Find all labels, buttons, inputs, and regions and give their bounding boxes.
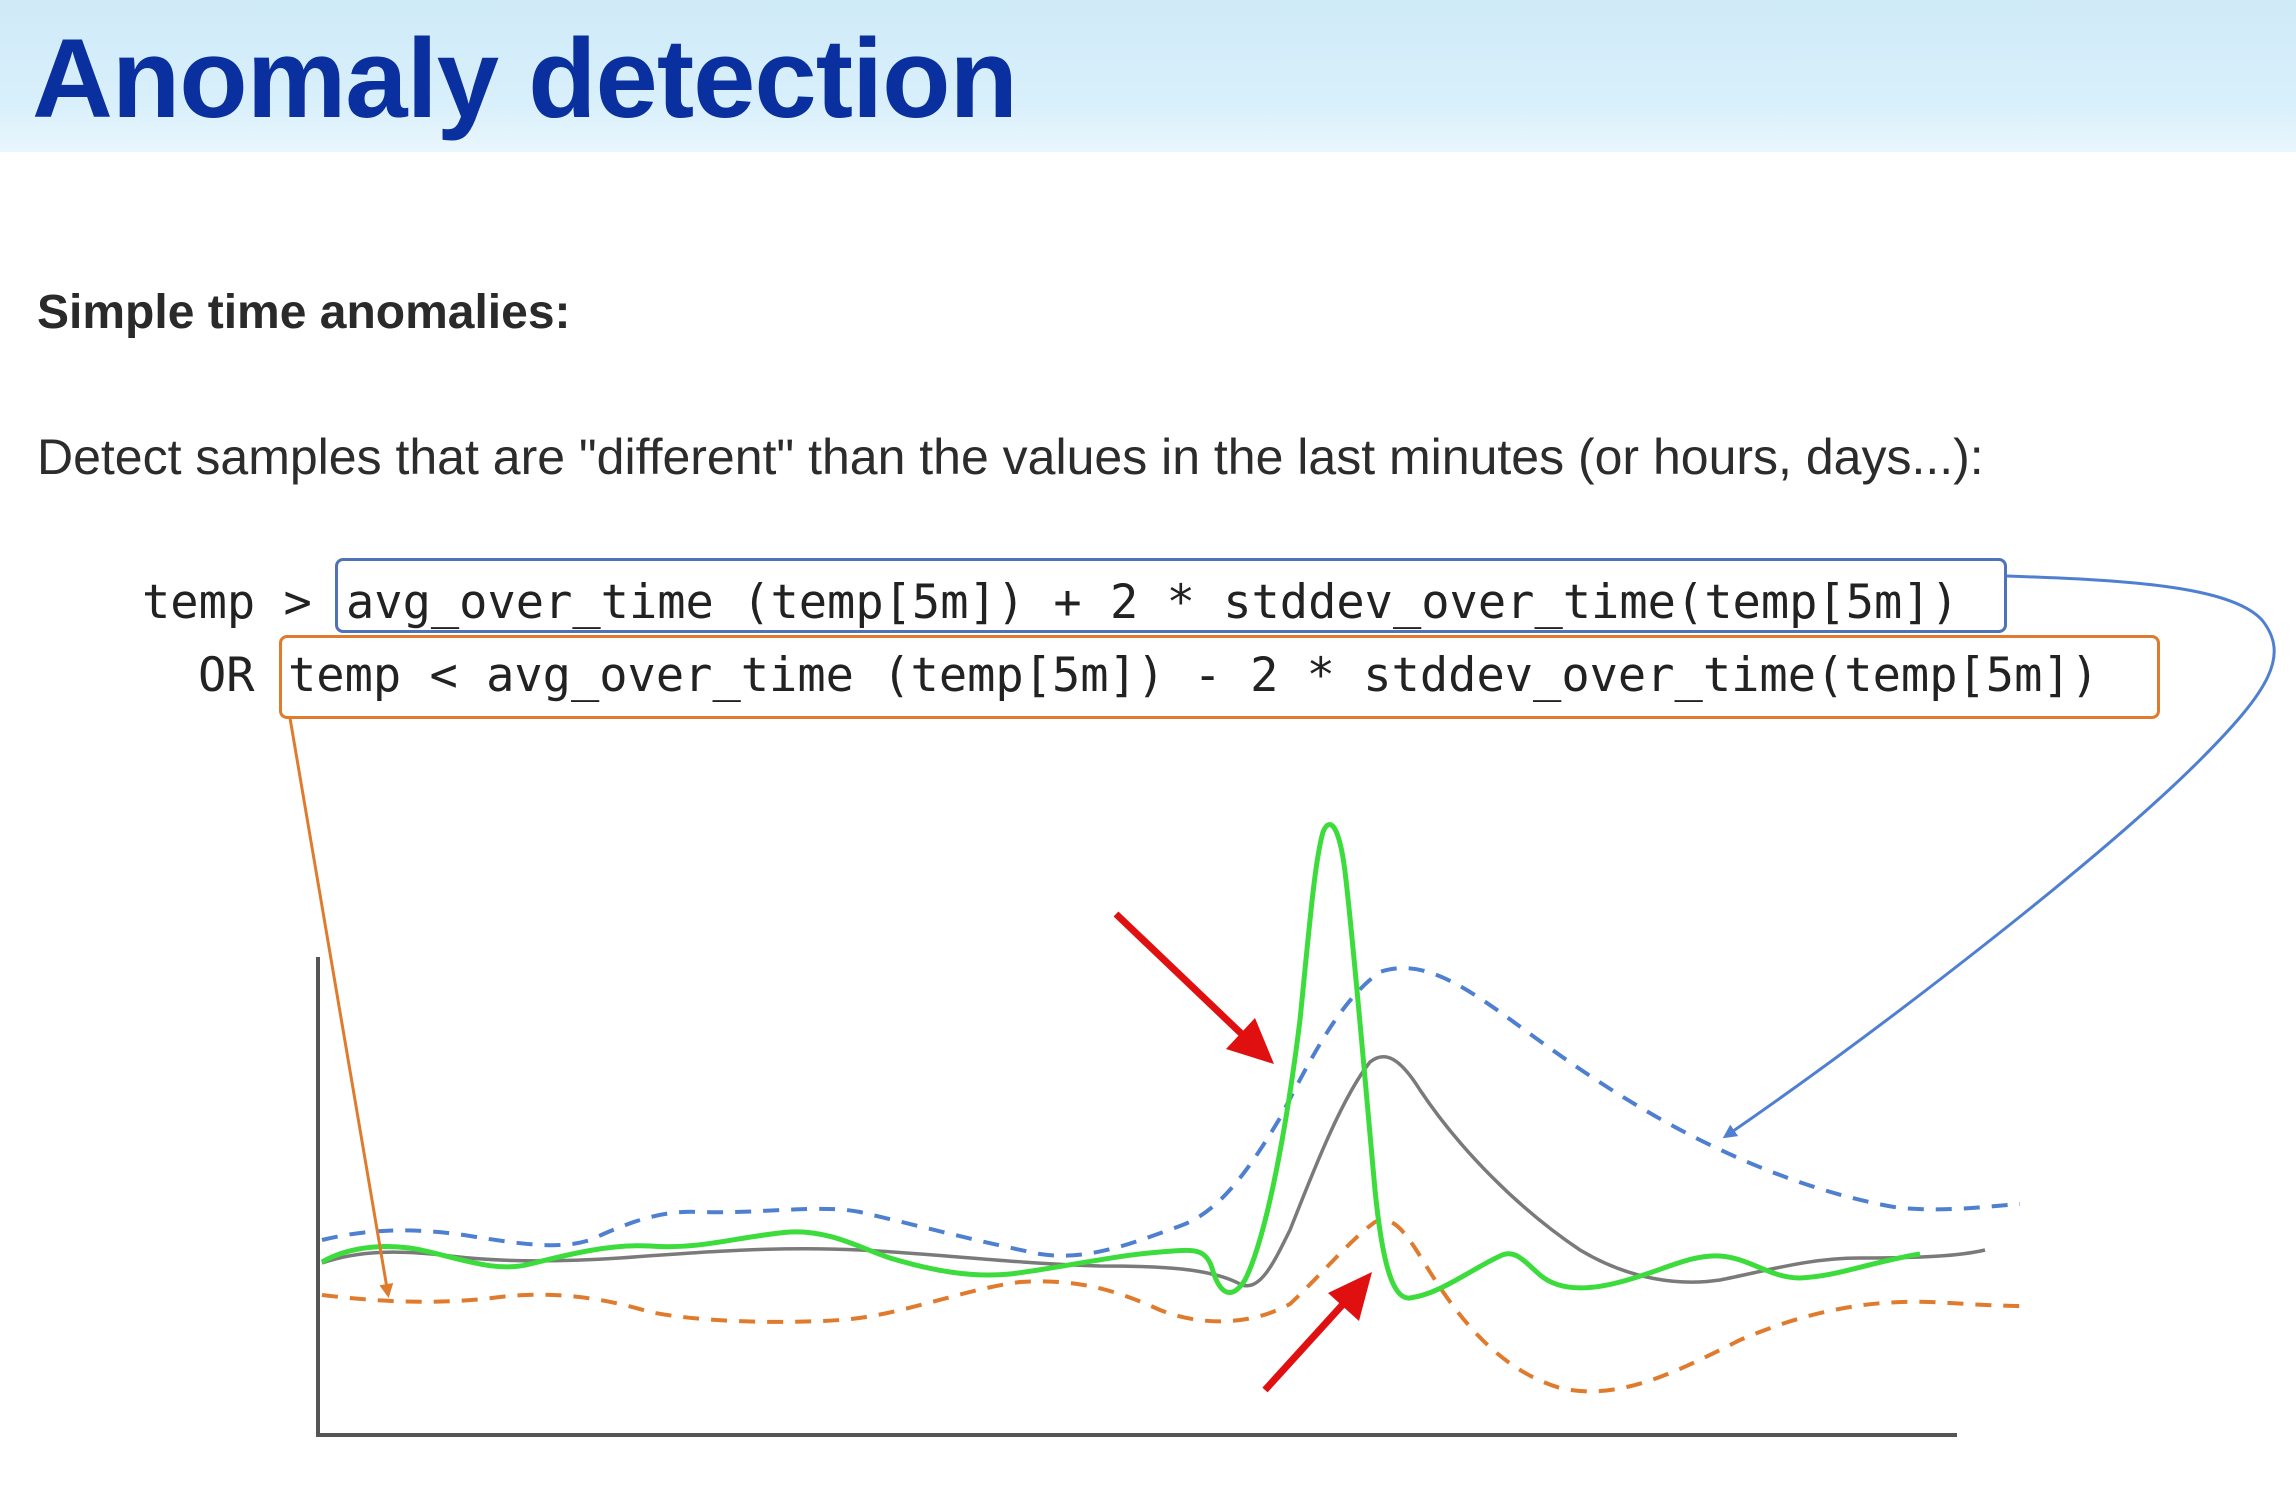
query-line2-expression: temp < avg_over_time (temp[5m]) - 2 * st… xyxy=(288,648,2099,703)
anomaly-arrow-lower xyxy=(1262,1272,1372,1393)
lower-bound-expression-box xyxy=(279,635,2160,719)
query-line1-prefix: temp > xyxy=(142,575,312,630)
query-line1-expression: avg_over_time (temp[5m]) + 2 * stddev_ov… xyxy=(346,575,1959,630)
upper-bound-expression-box xyxy=(335,558,2007,633)
query-line2-prefix: OR xyxy=(198,648,255,703)
signal-series xyxy=(320,821,1921,1301)
lower-bound-connector xyxy=(288,717,394,1298)
page-title: Anomaly detection xyxy=(32,16,1018,141)
description-text: Detect samples that are "different" than… xyxy=(37,429,1984,485)
section-heading: Simple time anomalies: xyxy=(37,286,571,339)
anomaly-arrow-upper xyxy=(1113,911,1274,1064)
upper-bound-series xyxy=(321,966,2021,1258)
average-series xyxy=(321,1055,1986,1288)
lower-bound-series xyxy=(321,1218,2026,1394)
title-band xyxy=(0,0,2296,152)
upper-bound-connector xyxy=(1722,574,2276,1139)
